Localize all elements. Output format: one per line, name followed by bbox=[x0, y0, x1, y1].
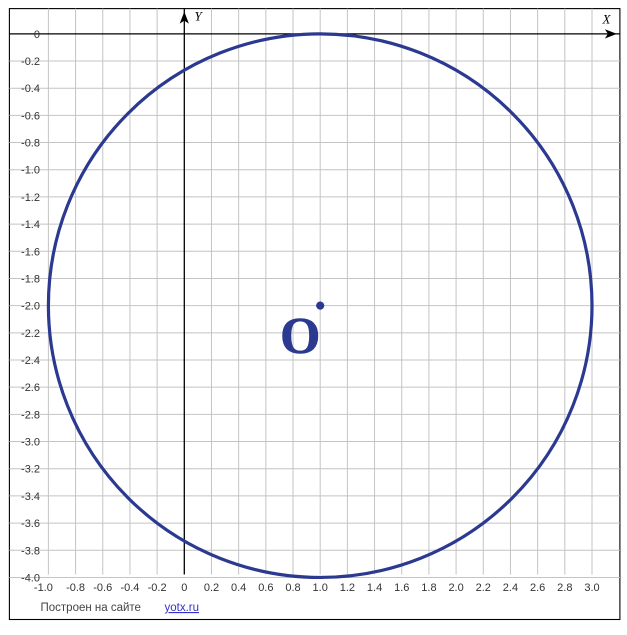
svg-text:X: X bbox=[602, 12, 612, 27]
svg-text:0.6: 0.6 bbox=[258, 582, 273, 594]
svg-text:0.2: 0.2 bbox=[204, 582, 219, 594]
svg-text:-3.2: -3.2 bbox=[21, 464, 40, 476]
svg-text:-3.0: -3.0 bbox=[21, 437, 40, 449]
svg-text:2.6: 2.6 bbox=[530, 582, 545, 594]
svg-text:-0.4: -0.4 bbox=[21, 83, 40, 95]
svg-text:2.4: 2.4 bbox=[503, 582, 518, 594]
svg-text:1.8: 1.8 bbox=[421, 582, 436, 594]
svg-text:-2.6: -2.6 bbox=[21, 382, 40, 394]
svg-text:0: 0 bbox=[34, 29, 40, 41]
svg-text:0.8: 0.8 bbox=[285, 582, 300, 594]
svg-text:-2.8: -2.8 bbox=[21, 409, 40, 421]
svg-text:-4.0: -4.0 bbox=[21, 572, 40, 584]
svg-text:-0.6: -0.6 bbox=[21, 110, 40, 122]
svg-text:1.2: 1.2 bbox=[340, 582, 355, 594]
svg-text:3.0: 3.0 bbox=[584, 582, 599, 594]
svg-text:-0.6: -0.6 bbox=[93, 582, 112, 594]
svg-text:2.8: 2.8 bbox=[557, 582, 572, 594]
svg-text:-0.8: -0.8 bbox=[66, 582, 85, 594]
svg-text:0.4: 0.4 bbox=[231, 582, 246, 594]
svg-text:2.2: 2.2 bbox=[476, 582, 491, 594]
svg-text:-1.0: -1.0 bbox=[21, 165, 40, 177]
svg-text:-3.6: -3.6 bbox=[21, 518, 40, 530]
svg-text:-0.4: -0.4 bbox=[120, 582, 139, 594]
svg-text:yotx.ru: yotx.ru bbox=[165, 602, 200, 614]
svg-text:-0.2: -0.2 bbox=[21, 56, 40, 68]
svg-text:0: 0 bbox=[181, 582, 187, 594]
svg-text:2.0: 2.0 bbox=[448, 582, 463, 594]
svg-text:-3.4: -3.4 bbox=[21, 491, 40, 503]
svg-text:1.6: 1.6 bbox=[394, 582, 409, 594]
svg-text:-2.0: -2.0 bbox=[21, 301, 40, 313]
svg-text:O: O bbox=[280, 308, 320, 365]
svg-text:-1.2: -1.2 bbox=[21, 192, 40, 204]
svg-text:-3.8: -3.8 bbox=[21, 545, 40, 557]
svg-text:1.0: 1.0 bbox=[313, 582, 328, 594]
svg-text:-0.2: -0.2 bbox=[148, 582, 167, 594]
svg-text:-0.8: -0.8 bbox=[21, 138, 40, 150]
svg-text:1.4: 1.4 bbox=[367, 582, 382, 594]
svg-text:-2.4: -2.4 bbox=[21, 355, 40, 367]
svg-text:-1.8: -1.8 bbox=[21, 273, 40, 285]
svg-text:Построен на сайте: Построен на сайте bbox=[41, 602, 141, 614]
svg-text:-1.4: -1.4 bbox=[21, 219, 40, 231]
svg-text:-1.6: -1.6 bbox=[21, 246, 40, 258]
svg-text:-2.2: -2.2 bbox=[21, 328, 40, 340]
